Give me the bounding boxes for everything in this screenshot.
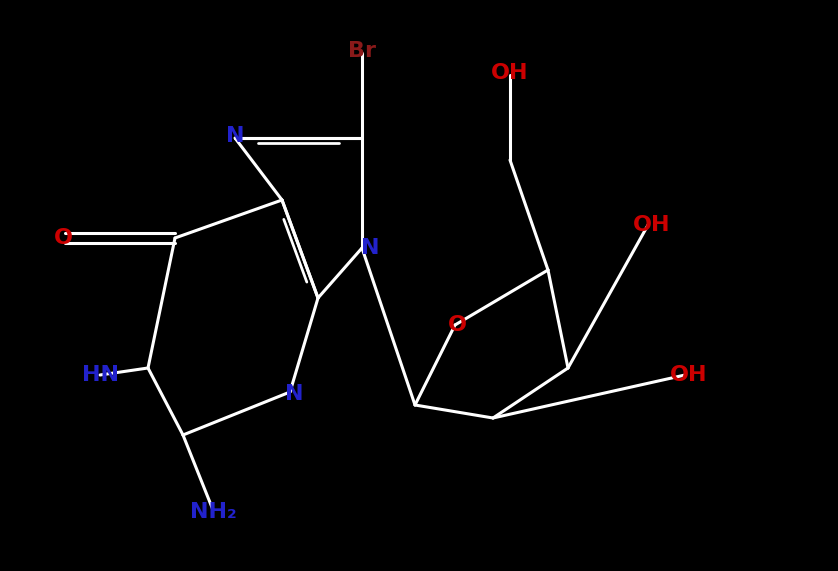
Text: HN: HN bbox=[81, 365, 118, 385]
Text: OH: OH bbox=[634, 215, 670, 235]
Text: OH: OH bbox=[491, 63, 529, 83]
Text: O: O bbox=[54, 228, 73, 248]
Text: O: O bbox=[447, 315, 467, 335]
Text: NH₂: NH₂ bbox=[189, 502, 236, 522]
Text: OH: OH bbox=[670, 365, 708, 385]
Text: Br: Br bbox=[348, 41, 376, 61]
Text: N: N bbox=[360, 238, 380, 258]
Text: N: N bbox=[285, 384, 303, 404]
Text: N: N bbox=[225, 126, 244, 146]
